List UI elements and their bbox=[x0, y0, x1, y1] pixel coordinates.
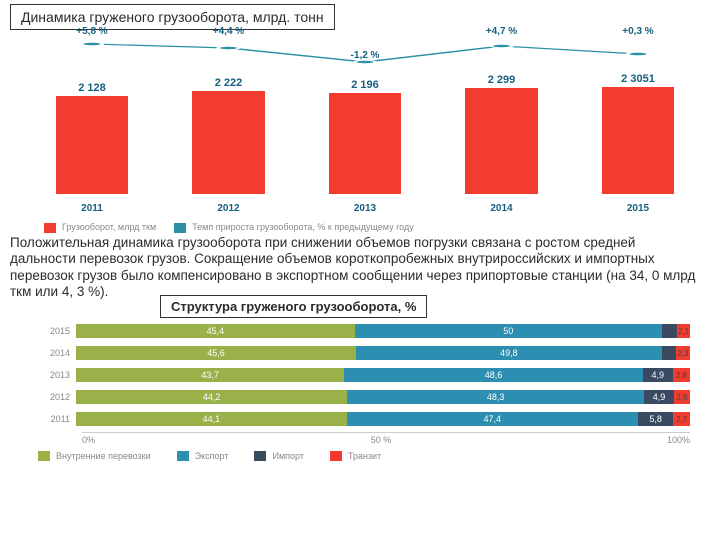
legend2-swatch-1 bbox=[177, 451, 189, 461]
legend-chart1: Грузооборот, млрд ткм Темп прироста груз… bbox=[44, 222, 720, 233]
stack-row-2012: 201244,248,34,92,6 bbox=[40, 388, 690, 407]
stack-year-2012: 2012 bbox=[40, 392, 76, 402]
stack-bar-2015: 45,4502,52,1 bbox=[76, 324, 690, 338]
title-2: Структура груженого грузооборота, % bbox=[160, 295, 427, 318]
seg-2013-1: 48,6 bbox=[344, 368, 642, 382]
seg-2015-2: 2,5 bbox=[662, 324, 677, 338]
seg-2011-1: 47,4 bbox=[347, 412, 638, 426]
stack-bar-2011: 44,147,45,82,7 bbox=[76, 412, 690, 426]
stack-year-2014: 2014 bbox=[40, 348, 76, 358]
seg-2013-3: 2,8 bbox=[673, 368, 690, 382]
legend2-label-2: Импорт bbox=[272, 451, 303, 461]
bar-slot-4: 2 3051 bbox=[586, 73, 690, 194]
axis2: 0% 50 % 100% bbox=[82, 432, 690, 445]
bar-value-1: 2 222 bbox=[215, 77, 243, 89]
bars-row: 2 128 2 222 2 196 2 299 2 3051 bbox=[40, 74, 690, 194]
stack-bar-2012: 44,248,34,92,6 bbox=[76, 390, 690, 404]
seg-2013-2: 4,9 bbox=[643, 368, 673, 382]
seg-2014-0: 45,6 bbox=[76, 346, 356, 360]
bar-value-4: 2 3051 bbox=[621, 73, 655, 85]
bar-slot-0: 2 128 bbox=[40, 82, 144, 194]
ax2-0: 0% bbox=[82, 435, 95, 445]
legend2-label-1: Экспорт bbox=[195, 451, 229, 461]
stack-bar-2014: 45,649,82,32,3 bbox=[76, 346, 690, 360]
seg-2014-3: 2,3 bbox=[676, 346, 690, 360]
stack-row-2013: 201343,748,64,92,8 bbox=[40, 366, 690, 385]
seg-2015-3: 2,1 bbox=[677, 324, 690, 338]
legend2-label-3: Транзит bbox=[348, 451, 381, 461]
x-axis-labels: 2011 2012 2013 2014 2015 bbox=[40, 203, 690, 214]
stacked-chart: 201545,4502,52,1201445,649,82,32,3201343… bbox=[40, 322, 690, 445]
seg-2011-2: 5,8 bbox=[638, 412, 674, 426]
bar-value-3: 2 299 bbox=[488, 74, 516, 86]
bar-3 bbox=[465, 88, 538, 194]
stack-row-2011: 201144,147,45,82,7 bbox=[40, 410, 690, 429]
bar-value-0: 2 128 bbox=[78, 82, 106, 94]
bar-2 bbox=[329, 93, 402, 194]
seg-2014-1: 49,8 bbox=[356, 346, 662, 360]
seg-2015-0: 45,4 bbox=[76, 324, 355, 338]
xlab-1: 2012 bbox=[177, 203, 281, 214]
stack-bar-2013: 43,748,64,92,8 bbox=[76, 368, 690, 382]
xlab-0: 2011 bbox=[40, 203, 144, 214]
legend2-item-0: Внутренние перевозки bbox=[38, 451, 151, 462]
xlab-2: 2013 bbox=[313, 203, 417, 214]
legend2-item-2: Импорт bbox=[254, 451, 303, 462]
legend1-a-label: Грузооборот, млрд ткм bbox=[62, 222, 156, 232]
legend2-item-3: Транзит bbox=[330, 451, 381, 462]
seg-2011-3: 2,7 bbox=[673, 412, 690, 426]
ax2-2: 100% bbox=[667, 435, 690, 445]
seg-2014-2: 2,3 bbox=[662, 346, 676, 360]
bar-4 bbox=[602, 87, 675, 194]
legend1-b: Темп прироста грузооборота, % к предыдущ… bbox=[174, 222, 414, 233]
seg-2011-0: 44,1 bbox=[76, 412, 347, 426]
bar-slot-2: 2 196 bbox=[313, 79, 417, 194]
seg-2012-3: 2,6 bbox=[674, 390, 690, 404]
stack-year-2011: 2011 bbox=[40, 414, 76, 424]
stack-row-2014: 201445,649,82,32,3 bbox=[40, 344, 690, 363]
bar-value-2: 2 196 bbox=[351, 79, 379, 91]
bar-slot-1: 2 222 bbox=[177, 77, 281, 194]
bar-1 bbox=[192, 91, 265, 194]
legend2-swatch-2 bbox=[254, 451, 266, 461]
xlab-3: 2014 bbox=[450, 203, 554, 214]
bar-line-chart: +5,8 % +4,4 % -1,2 % +4,7 % +0,3 % 2 128… bbox=[40, 32, 690, 222]
seg-2015-1: 50 bbox=[355, 324, 662, 338]
bar-0 bbox=[56, 96, 129, 194]
stack-row-2015: 201545,4502,52,1 bbox=[40, 322, 690, 341]
xlab-4: 2015 bbox=[586, 203, 690, 214]
ax2-1: 50 % bbox=[371, 435, 392, 445]
seg-2012-0: 44,2 bbox=[76, 390, 347, 404]
legend-chart2: Внутренние перевозки Экспорт Импорт Транзит bbox=[38, 451, 720, 462]
stack-year-2015: 2015 bbox=[40, 326, 76, 336]
paragraph: Положительная динамика грузооборота при … bbox=[10, 235, 702, 301]
seg-2012-1: 48,3 bbox=[347, 390, 644, 404]
legend1-b-label: Темп прироста грузооборота, % к предыдущ… bbox=[192, 222, 414, 232]
legend2-label-0: Внутренние перевозки bbox=[56, 451, 151, 461]
legend2-swatch-3 bbox=[330, 451, 342, 461]
legend1-a: Грузооборот, млрд ткм bbox=[44, 222, 156, 233]
legend2-swatch-0 bbox=[38, 451, 50, 461]
stack-year-2013: 2013 bbox=[40, 370, 76, 380]
seg-2013-0: 43,7 bbox=[76, 368, 344, 382]
legend2-item-1: Экспорт bbox=[177, 451, 229, 462]
seg-2012-2: 4,9 bbox=[644, 390, 674, 404]
trend-line bbox=[40, 34, 690, 74]
bar-slot-3: 2 299 bbox=[450, 74, 554, 194]
